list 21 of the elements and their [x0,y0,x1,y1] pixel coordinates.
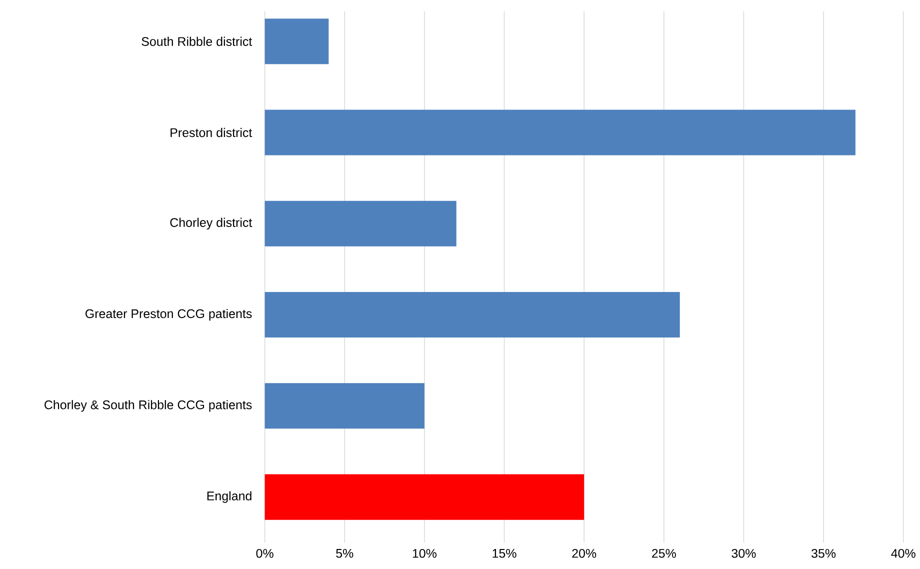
bar [264,201,456,247]
x-tick-label: 10% [412,549,436,558]
x-tick-label: 30% [732,549,756,558]
y-tick-label: South Ribble district [142,36,252,46]
bar [264,110,856,156]
x-tick-label: 15% [492,549,516,558]
y-tick-label: Greater Preston CCG patients [86,309,252,321]
x-tick-label: 25% [652,549,676,558]
bar [264,383,424,429]
bar [264,292,680,338]
x-tick-label: 5% [336,549,354,558]
y-tick-label: England [207,491,252,504]
x-tick-label: 40% [891,549,916,558]
y-tick-label: Chorley & South Ribble CCG patients [44,400,252,412]
x-tick-label: 35% [811,549,836,558]
y-tick-label: Chorley district [170,218,252,230]
x-tick-label: 0% [256,549,274,558]
bar [264,18,329,64]
y-tick-label: Preston district [170,128,252,138]
x-tick-label: 20% [572,549,596,558]
bar [264,474,584,520]
